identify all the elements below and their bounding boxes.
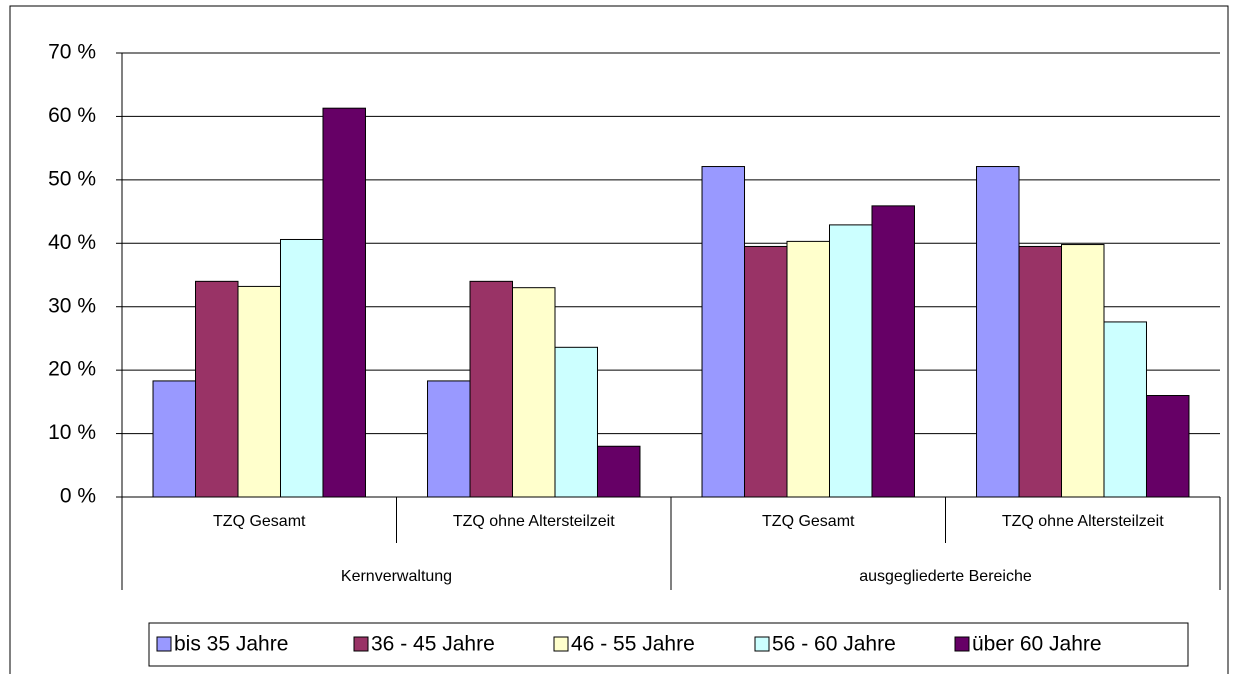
legend-label: bis 35 Jahre [174,633,288,656]
legend-swatch [954,636,970,652]
category-group-label: Kernverwaltung [341,568,452,585]
y-tick-label: 0 % [60,485,96,508]
bar [744,245,788,498]
y-tick-label: 70 % [48,41,96,64]
legend-label: 56 - 60 Jahre [772,633,896,656]
legend-label: 36 - 45 Jahre [371,633,495,656]
bar [976,166,1020,498]
x-tick-label: TZQ Gesamt [213,513,306,530]
bar [871,205,915,498]
bar [1145,395,1190,498]
legend-swatch [353,636,369,652]
bar [427,380,471,498]
bar [152,380,197,498]
legend-label: 46 - 55 Jahre [571,633,695,656]
x-tick-label: TZQ ohne Altersteilzeit [1002,513,1164,530]
x-tick-label: TZQ Gesamt [762,513,855,530]
bar [828,224,873,498]
legend-swatch [156,636,172,652]
bar [512,287,556,498]
y-tick-label: 30 % [48,294,96,317]
bar [554,346,598,498]
legend-label: über 60 Jahre [972,633,1102,656]
bar [1103,321,1147,498]
y-tick-label: 40 % [48,231,96,254]
bar [596,445,641,498]
y-tick-label: 60 % [48,104,96,127]
y-tick-label: 10 % [48,421,96,444]
legend-swatch [754,636,770,652]
legend-swatch [553,636,569,652]
bar [237,285,281,498]
bar [279,238,324,498]
bar [195,280,239,498]
category-group-label: ausgegliederte Bereiche [859,568,1032,585]
y-tick-label: 50 % [48,167,96,190]
bar [469,280,514,498]
y-tick-label: 20 % [48,358,96,381]
chart-frame [9,5,1229,674]
bar [701,166,746,498]
x-tick-label: TZQ ohne Altersteilzeit [453,513,615,530]
bar [1061,244,1105,498]
bar [1018,245,1063,498]
bar [322,107,366,498]
bar [786,240,830,498]
legend-box [148,622,1189,667]
